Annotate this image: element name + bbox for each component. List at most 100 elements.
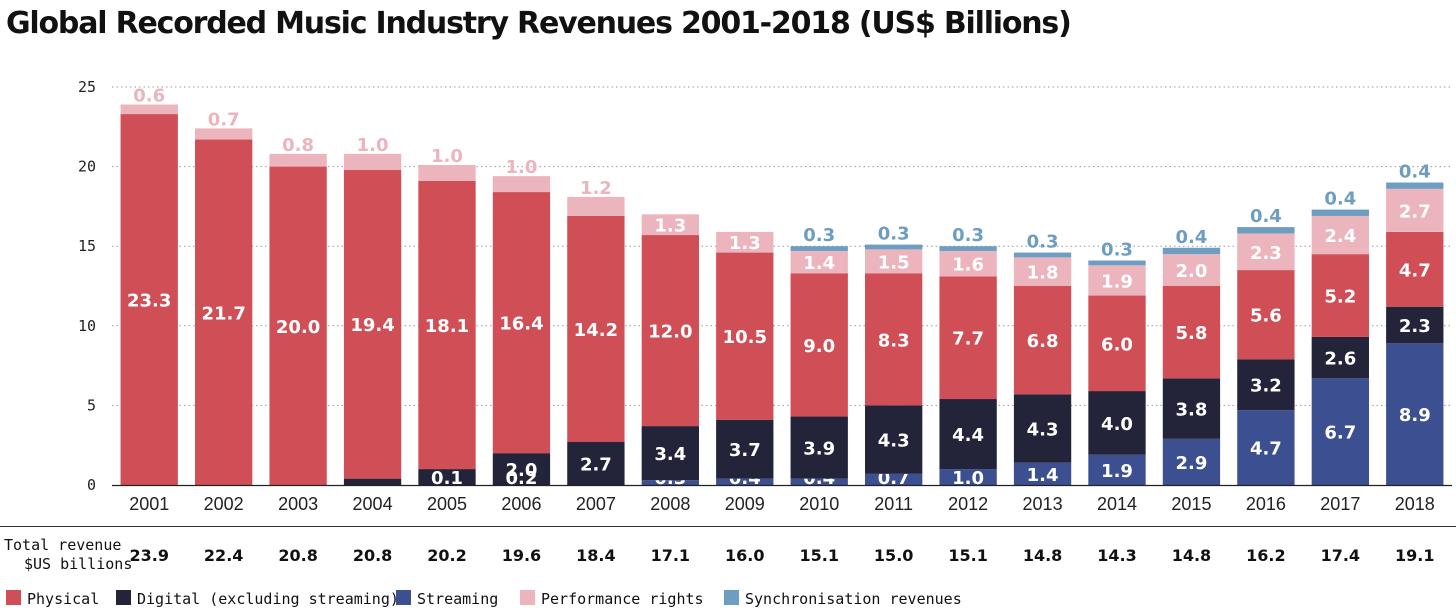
bar-segment-physical [120,114,178,486]
bar-segment-physical [1237,270,1295,360]
chart-title: Global Recorded Music Industry Revenues … [6,6,1072,41]
bar-segment-performance-rights [492,176,551,193]
bar-segment-streaming [1386,343,1444,485]
bar-segment-physical [195,139,253,485]
total-revenue-value: 17.4 [1321,546,1360,565]
data-label-physical: 9.0 [803,336,835,357]
data-label-streaming: 4.7 [1250,439,1282,460]
data-label-synchronisation-revenues: 0.3 [878,224,910,245]
bar-segment-physical [1013,286,1072,395]
bar-segment-digital-excluding-streaming [567,442,625,485]
total-revenue-value: 20.8 [278,546,317,565]
total-revenue-value: 20.8 [353,546,392,565]
data-label-synchronisation-revenues: 0.4 [1175,227,1207,248]
bar-segment-performance-rights [269,153,327,167]
bar-segment-performance-rights [1311,215,1369,255]
y-tick-label: 5 [87,396,96,414]
x-tick-label: 2018 [1395,494,1435,514]
bar-segment-synchronisation-revenues [1013,252,1072,258]
legend-label-streaming: Streaming [417,590,498,608]
bar-segment-synchronisation-revenues [1386,182,1444,189]
bar-segment-streaming [1237,410,1295,485]
data-label-digital-excluding-streaming: 2.3 [1399,316,1431,337]
x-tick-label: 2007 [576,494,616,514]
data-label-physical: 12.0 [648,322,692,343]
bar-segment-digital-excluding-streaming [1386,306,1444,344]
x-tick-label: 2001 [129,494,169,514]
y-tick-label: 0 [87,476,96,494]
legend-swatch-synchronisation-revenues [724,590,739,605]
total-revenue-value: 14.8 [1023,546,1062,565]
x-tick-label: 2011 [874,494,913,514]
data-label-physical: 7.7 [952,329,984,350]
data-label-performance-rights: 1.0 [357,135,389,156]
data-label-streaming: 0.2 [505,468,537,489]
y-tick-label: 25 [78,78,96,96]
data-label-performance-rights: 1.5 [878,252,910,273]
data-label-performance-rights: 1.3 [654,216,686,237]
data-label-physical: 14.2 [574,320,618,341]
data-label-digital-excluding-streaming: 4.3 [878,431,910,452]
x-tick-label: 2008 [650,494,690,514]
bar-segment-physical [492,192,551,454]
data-label-physical: 8.3 [878,330,910,351]
y-tick-label: 20 [78,158,96,176]
data-label-digital-excluding-streaming: 3.7 [729,440,761,461]
bar-segment-streaming [1311,378,1369,485]
bar-segment-physical [1386,231,1444,307]
bar-segment-digital-excluding-streaming [492,453,551,485]
bar-segment-physical [716,252,774,420]
legend-label-performance-rights: Performance rights [541,590,704,608]
data-label-synchronisation-revenues: 0.4 [1324,189,1356,210]
bar-segment-physical [418,180,476,470]
bar-segment-synchronisation-revenues [1237,227,1295,234]
data-label-physical: 23.3 [127,291,171,312]
data-label-digital-excluding-streaming: 2.6 [1324,349,1356,370]
data-label-performance-rights: 0.7 [208,109,240,130]
legend-label-synchronisation-revenues: Synchronisation revenues [745,590,962,608]
total-revenue-value: 16.2 [1246,546,1285,565]
bar-segment-physical [1088,295,1146,392]
bar-segment-streaming [641,480,699,485]
x-tick-label: 2016 [1246,494,1286,514]
bar-segment-synchronisation-revenues [790,246,848,251]
bar-segment-digital-excluding-streaming [343,478,402,485]
data-label-performance-rights: 1.3 [729,233,761,254]
legend-swatch-performance-rights [520,590,535,605]
y-tick-label: 15 [78,237,96,255]
data-label-performance-rights: 1.0 [505,157,537,178]
bar-segment-digital-excluding-streaming [865,405,923,474]
x-tick-label: 2004 [353,494,393,514]
x-tick-label: 2003 [278,494,318,514]
data-label-digital-excluding-streaming: 3.4 [654,444,686,465]
bar-segment-digital-excluding-streaming [716,419,774,479]
bar-segment-physical [641,235,699,427]
data-label-performance-rights: 2.4 [1324,226,1356,247]
legend-swatch-streaming [396,590,411,605]
bar-segment-synchronisation-revenues [1311,209,1369,216]
bar-segment-streaming [1162,438,1221,485]
data-label-synchronisation-revenues: 0.3 [803,225,835,246]
totals-caption-line2: $US billions [24,555,132,573]
bar-segment-streaming [716,478,774,485]
data-label-physical: 5.2 [1324,287,1356,308]
data-label-physical: 5.6 [1250,306,1282,327]
bar-segment-synchronisation-revenues [939,246,997,251]
totals-caption-line1: Total revenue [4,536,121,554]
data-label-streaming: 0.1 [431,468,463,489]
x-tick-label: 2005 [427,494,467,514]
x-tick-label: 2006 [501,494,541,514]
data-label-digital-excluding-streaming: 4.4 [952,425,984,446]
data-label-performance-rights: 2.7 [1399,201,1431,222]
data-label-streaming: 6.7 [1324,423,1356,444]
data-label-streaming: 1.4 [1027,465,1059,486]
bar-segment-digital-excluding-streaming [1013,394,1072,463]
total-revenue-value: 23.9 [129,546,168,565]
data-label-streaming: 8.9 [1399,405,1431,426]
data-label-performance-rights: 1.2 [580,178,612,199]
data-label-digital-excluding-streaming: 2.7 [580,455,612,476]
data-label-synchronisation-revenues: 0.3 [1027,232,1059,253]
bar-segment-digital-excluding-streaming [1311,336,1369,379]
bar-segment-streaming [1088,454,1146,485]
total-revenue-value: 19.6 [502,546,541,565]
